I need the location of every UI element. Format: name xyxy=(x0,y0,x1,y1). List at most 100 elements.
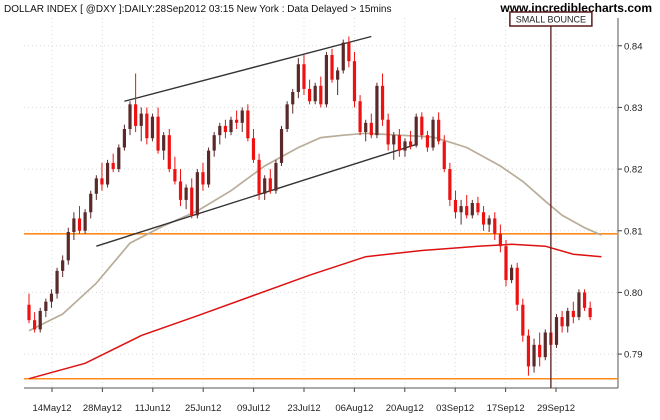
candle xyxy=(358,95,362,136)
candle xyxy=(61,255,65,277)
candle xyxy=(83,209,87,234)
candle xyxy=(105,159,110,188)
candle xyxy=(493,212,497,240)
candle xyxy=(470,199,474,219)
candle xyxy=(352,51,357,108)
candle-body xyxy=(397,135,401,151)
candle-body xyxy=(156,116,160,151)
candle xyxy=(38,307,42,333)
candle-body xyxy=(206,150,211,185)
candle-body xyxy=(420,116,424,136)
candle xyxy=(414,113,418,148)
candle-body xyxy=(437,119,441,142)
candle-body xyxy=(212,135,216,151)
trend-lines xyxy=(96,35,417,247)
candle-body xyxy=(369,122,373,136)
candle xyxy=(246,104,250,142)
candle-body xyxy=(380,85,385,120)
candle xyxy=(336,67,340,96)
candle xyxy=(100,162,104,191)
candle-body xyxy=(386,119,390,145)
candle-body xyxy=(476,203,480,213)
horizontal-levels xyxy=(24,233,618,380)
candle xyxy=(223,119,228,139)
candle-body xyxy=(162,135,166,151)
x-tick-label: 25Jun12 xyxy=(185,403,221,414)
candle-body xyxy=(364,122,368,133)
candle-body xyxy=(66,231,70,261)
candle xyxy=(307,79,312,105)
candle-body xyxy=(336,70,340,80)
candle xyxy=(532,338,536,373)
candle-body xyxy=(167,135,171,170)
x-tick-label: 23Jul12 xyxy=(287,403,320,414)
candle-body xyxy=(184,187,188,200)
x-tick-label: 20Aug12 xyxy=(386,403,424,414)
candle xyxy=(285,101,289,133)
candle xyxy=(89,190,93,219)
candle-body xyxy=(240,110,244,123)
candle xyxy=(66,227,70,265)
candle-body xyxy=(448,169,452,200)
candle-body xyxy=(352,61,357,102)
annotation-box xyxy=(509,11,593,27)
candle-body xyxy=(521,304,525,336)
candle-body xyxy=(313,85,317,102)
candle xyxy=(324,51,329,108)
candle xyxy=(515,262,519,311)
candle xyxy=(510,264,514,284)
candle-body xyxy=(291,92,295,105)
candle-body xyxy=(257,159,261,194)
candle-body xyxy=(117,147,121,170)
candle-body xyxy=(431,119,435,148)
candle-body xyxy=(543,332,547,358)
candle-body xyxy=(470,203,474,216)
candle-body xyxy=(229,119,233,133)
candle xyxy=(206,147,211,188)
candle-body xyxy=(105,162,110,185)
candle-body xyxy=(33,320,37,330)
candle-body xyxy=(526,335,531,367)
candle xyxy=(257,153,261,200)
candle xyxy=(448,162,452,207)
candle-body xyxy=(38,310,42,330)
candle xyxy=(251,129,256,163)
candle xyxy=(201,162,205,191)
candle xyxy=(279,125,284,166)
candle xyxy=(190,178,194,219)
candle xyxy=(240,107,244,133)
candle-body xyxy=(302,64,306,89)
candle-body xyxy=(319,85,323,105)
short-moving-average-line xyxy=(28,132,602,332)
candle xyxy=(117,144,121,173)
candle-body xyxy=(128,104,132,129)
x-tick-label: 06Aug12 xyxy=(335,403,373,414)
x-tick-label: 28May12 xyxy=(83,403,122,414)
candle xyxy=(392,132,396,160)
candle-body xyxy=(263,178,267,194)
candle-body xyxy=(195,172,199,216)
y-axis-ticks: 0.84 0.83 0.82 0.81 0.80 0.79 xyxy=(618,41,643,361)
candle xyxy=(442,135,446,173)
candle-body xyxy=(459,206,463,213)
candle-body xyxy=(100,178,104,185)
candle xyxy=(459,199,463,225)
candle xyxy=(72,212,76,240)
candle xyxy=(465,194,469,219)
candle xyxy=(364,119,368,142)
candle xyxy=(49,289,54,308)
candle xyxy=(453,190,458,219)
candle xyxy=(577,289,581,321)
candle xyxy=(313,82,317,105)
candle xyxy=(218,122,222,145)
candle xyxy=(543,329,547,361)
candle xyxy=(77,206,82,234)
candle xyxy=(588,301,592,321)
candle xyxy=(330,48,334,83)
candles xyxy=(27,36,592,376)
candle xyxy=(431,116,435,151)
y-tick-label: 0.81 xyxy=(624,226,643,237)
x-tick-label: 09Jul12 xyxy=(237,403,270,414)
y-tick-label: 0.79 xyxy=(624,350,643,361)
candle-body xyxy=(515,267,519,305)
